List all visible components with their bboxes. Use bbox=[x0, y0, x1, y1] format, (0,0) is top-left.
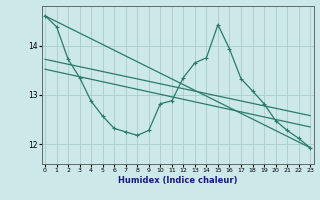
X-axis label: Humidex (Indice chaleur): Humidex (Indice chaleur) bbox=[118, 176, 237, 185]
